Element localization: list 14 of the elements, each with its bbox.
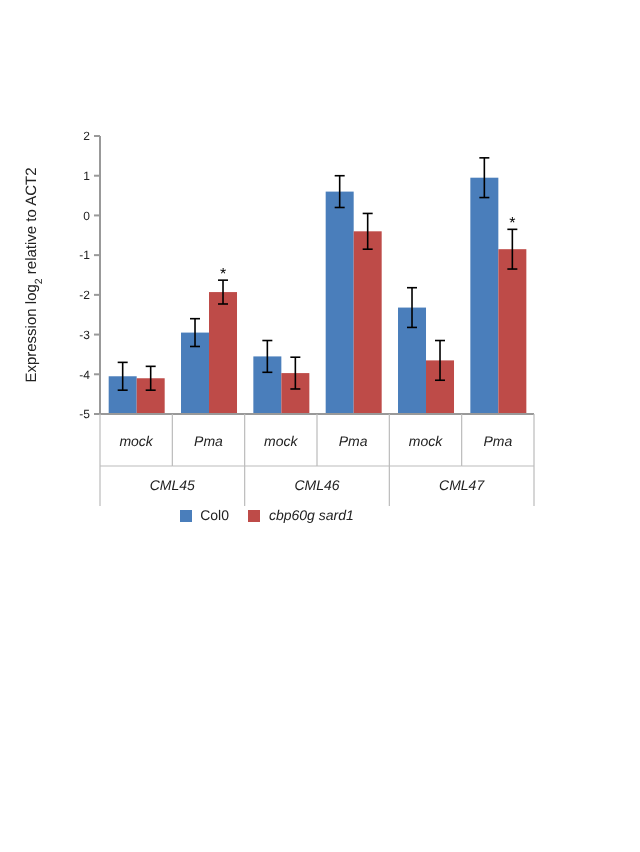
- bar: [470, 177, 499, 414]
- bar: [253, 356, 282, 414]
- bar: [353, 231, 382, 414]
- bar: [108, 376, 137, 414]
- data-label: *: [219, 265, 227, 284]
- bar: [498, 249, 527, 414]
- bar: [325, 191, 354, 414]
- bar: [281, 373, 310, 414]
- bar: [426, 360, 455, 414]
- bar: [181, 332, 210, 414]
- bar: [209, 292, 238, 414]
- data-label: *: [509, 214, 516, 233]
- bar: [398, 307, 427, 414]
- bar: [136, 378, 165, 414]
